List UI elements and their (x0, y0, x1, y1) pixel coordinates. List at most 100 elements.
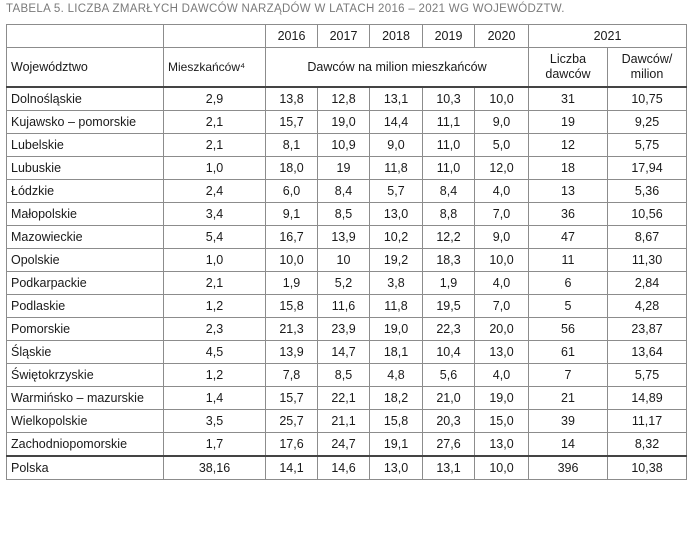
population-cell: 1,7 (163, 432, 266, 457)
header-empty-cell (163, 24, 266, 48)
rate-2020-cell: 15,0 (474, 409, 529, 433)
header-rate-2021: Dawców/ milion (607, 47, 687, 88)
count-2021-cell: 47 (528, 225, 608, 249)
rate-2016-cell: 25,7 (265, 409, 318, 433)
rate-2021-cell: 11,30 (607, 248, 687, 272)
table-row: Świętokrzyskie 1,2 7,8 8,5 4,8 5,6 4,0 7 5,75 (6, 363, 687, 387)
rate-2018-cell: 5,7 (369, 179, 423, 203)
rate-2018-cell: 9,0 (369, 133, 423, 157)
region-name: Kujawsko – pomorskie (6, 110, 164, 134)
population-cell: 3,4 (163, 202, 266, 226)
rate-2019-cell: 10,3 (422, 86, 475, 111)
population-cell: 38,16 (163, 455, 266, 480)
population-cell: 1,2 (163, 294, 266, 318)
rate-2018-cell: 14,4 (369, 110, 423, 134)
rate-2016-cell: 15,7 (265, 110, 318, 134)
rate-2016-cell: 8,1 (265, 133, 318, 157)
rate-2016-cell: 13,9 (265, 340, 318, 364)
header-year: 2016 (265, 24, 318, 48)
rate-2017-cell: 19 (317, 156, 370, 180)
count-2021-cell: 13 (528, 179, 608, 203)
table-row: Warmińsko – mazurskie 1,4 15,7 22,1 18,2 21,0… (6, 386, 687, 410)
count-2021-cell: 31 (528, 86, 608, 111)
header-rate: Dawców na milion mieszkańców (265, 47, 529, 88)
rate-2016-cell: 7,8 (265, 363, 318, 387)
population-cell: 2,9 (163, 86, 266, 111)
region-name: Mazowieckie (6, 225, 164, 249)
rate-2021-cell: 11,17 (607, 409, 687, 433)
rate-2020-cell: 7,0 (474, 294, 529, 318)
count-2021-cell: 61 (528, 340, 608, 364)
header-region: Województwo (6, 47, 164, 88)
population-cell: 1,2 (163, 363, 266, 387)
rate-2017-cell: 12,8 (317, 86, 370, 111)
table-row: Podkarpackie 2,1 1,9 5,2 3,8 1,9 4,0 6 2,84 (6, 271, 687, 295)
count-2021-cell: 36 (528, 202, 608, 226)
rate-2021-cell: 5,75 (607, 133, 687, 157)
table-row: Łódzkie 2,4 6,0 8,4 5,7 8,4 4,0 13 5,36 (6, 179, 687, 203)
count-2021-cell: 396 (528, 455, 608, 480)
population-cell: 4,5 (163, 340, 266, 364)
table-row: Zachodniopomorskie 1,7 17,6 24,7 19,1 27,6 13,… (6, 432, 687, 457)
rate-2017-cell: 23,9 (317, 317, 370, 341)
rate-2020-cell: 20,0 (474, 317, 529, 341)
rate-2017-cell: 19,0 (317, 110, 370, 134)
rate-2020-cell: 19,0 (474, 386, 529, 410)
rate-2019-cell: 19,5 (422, 294, 475, 318)
rate-2019-cell: 10,4 (422, 340, 475, 364)
population-cell: 1,0 (163, 248, 266, 272)
table-row: Śląskie 4,5 13,9 14,7 18,1 10,4 13,0 61 13,64 (6, 340, 687, 364)
count-2021-cell: 11 (528, 248, 608, 272)
rate-2020-cell: 7,0 (474, 202, 529, 226)
header-year: 2018 (369, 24, 423, 48)
rate-2018-cell: 11,8 (369, 156, 423, 180)
rate-2016-cell: 15,8 (265, 294, 318, 318)
population-cell: 2,1 (163, 271, 266, 295)
rate-2016-cell: 18,0 (265, 156, 318, 180)
count-2021-cell: 7 (528, 363, 608, 387)
rate-2021-cell: 5,36 (607, 179, 687, 203)
rate-2020-cell: 5,0 (474, 133, 529, 157)
region-name: Małopolskie (6, 202, 164, 226)
rate-2021-cell: 5,75 (607, 363, 687, 387)
header-row-labels: Województwo Mieszkańców⁴ Dawców na milio… (6, 47, 687, 88)
table-title: TABELA 5. LICZBA ZMARŁYCH DAWCÓW NARZĄDÓ… (6, 3, 565, 15)
rate-2016-cell: 21,3 (265, 317, 318, 341)
region-name: Podlaskie (6, 294, 164, 318)
count-2021-cell: 39 (528, 409, 608, 433)
rate-2017-cell: 21,1 (317, 409, 370, 433)
region-name: Lubuskie (6, 156, 164, 180)
rate-2021-cell: 4,28 (607, 294, 687, 318)
region-name: Warmińsko – mazurskie (6, 386, 164, 410)
population-cell: 1,0 (163, 156, 266, 180)
donors-table: 2016 2017 2018 2019 2020 2021 Województw… (6, 24, 687, 480)
total-row: Polska 38,16 14,1 14,6 13,0 13,1 10,0 396 10,38 (6, 455, 687, 480)
rate-2016-cell: 17,6 (265, 432, 318, 457)
count-2021-cell: 56 (528, 317, 608, 341)
rate-2018-cell: 18,2 (369, 386, 423, 410)
table-row: Opolskie 1,0 10,0 10 19,2 18,3 10,0 11 11,30 (6, 248, 687, 272)
population-cell: 2,3 (163, 317, 266, 341)
rate-2018-cell: 3,8 (369, 271, 423, 295)
region-name: Dolnośląskie (6, 86, 164, 111)
rate-2017-cell: 10,9 (317, 133, 370, 157)
rate-2018-cell: 4,8 (369, 363, 423, 387)
rate-2017-cell: 22,1 (317, 386, 370, 410)
rate-2020-cell: 4,0 (474, 179, 529, 203)
count-2021-cell: 6 (528, 271, 608, 295)
population-cell: 5,4 (163, 225, 266, 249)
rate-2018-cell: 13,1 (369, 86, 423, 111)
region-name: Podkarpackie (6, 271, 164, 295)
rate-2020-cell: 10,0 (474, 248, 529, 272)
header-year-2021: 2021 (528, 24, 687, 48)
header-year: 2020 (474, 24, 529, 48)
rate-2017-cell: 8,5 (317, 363, 370, 387)
rate-2021-cell: 9,25 (607, 110, 687, 134)
rate-2019-cell: 11,0 (422, 156, 475, 180)
rate-2020-cell: 10,0 (474, 455, 529, 480)
rate-2020-cell: 13,0 (474, 340, 529, 364)
header-population: Mieszkańców⁴ (163, 47, 266, 88)
rate-2019-cell: 18,3 (422, 248, 475, 272)
rate-2020-cell: 4,0 (474, 363, 529, 387)
count-2021-cell: 5 (528, 294, 608, 318)
